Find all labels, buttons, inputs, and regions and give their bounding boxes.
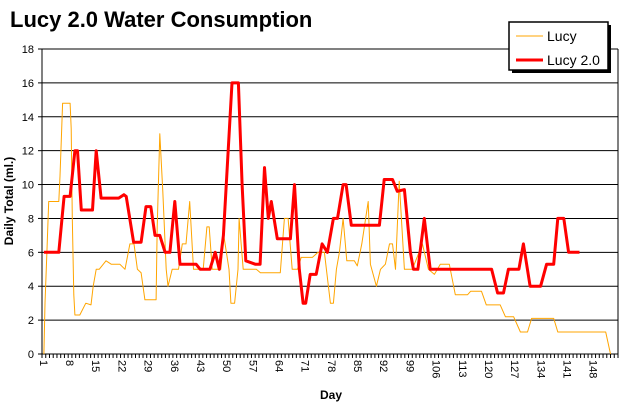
x-tick-label: 64 <box>273 360 285 372</box>
x-tick-label: 22 <box>115 360 127 372</box>
y-tick-label: 18 <box>22 44 34 56</box>
y-tick-label: 10 <box>22 180 34 192</box>
legend-label-lucy: Lucy <box>547 28 577 44</box>
x-tick-label: 113 <box>456 360 468 378</box>
y-tick-label: 2 <box>28 315 34 327</box>
x-tick-label: 78 <box>325 360 337 372</box>
y-tick-label: 6 <box>28 247 34 259</box>
y-tick-label: 14 <box>22 112 34 124</box>
x-tick-label: 71 <box>299 360 311 372</box>
x-tick-label: 1 <box>37 360 49 366</box>
y-tick-label: 0 <box>28 349 34 361</box>
x-tick-label: 50 <box>220 360 232 372</box>
legend-label-lucy-2: Lucy 2.0 <box>547 52 600 68</box>
x-tick-label: 29 <box>142 360 154 372</box>
x-tick-label: 43 <box>194 360 206 372</box>
x-tick-label: 120 <box>482 360 494 378</box>
chart-title: Lucy 2.0 Water Consumption <box>10 7 312 32</box>
y-tick-label: 8 <box>28 213 34 225</box>
x-tick-label: 127 <box>508 360 520 378</box>
x-tick-label: 148 <box>587 360 599 378</box>
x-tick-label: 8 <box>63 360 75 366</box>
series-line-lucy-2 <box>43 81 580 305</box>
x-tick-label: 99 <box>403 360 415 372</box>
x-axis-label: Day <box>320 388 342 402</box>
x-tick-label: 85 <box>351 360 363 372</box>
x-tick-label: 92 <box>377 360 389 372</box>
x-tick-label: 141 <box>561 360 573 378</box>
x-tick-label: 15 <box>89 360 101 372</box>
legend: Lucy Lucy 2.0 <box>508 21 611 73</box>
y-tick-label: 16 <box>22 78 34 90</box>
y-tick-label: 12 <box>22 146 34 158</box>
x-tick-label: 57 <box>246 360 258 372</box>
y-axis-label: Daily Total (ml.) <box>2 157 16 245</box>
series-line-lucy <box>43 102 611 355</box>
x-tick-label: 36 <box>168 360 180 372</box>
x-tick-label: 134 <box>534 360 546 378</box>
x-tick-label: 106 <box>430 360 442 378</box>
y-tick-label: 4 <box>28 281 34 293</box>
legend-box <box>508 21 609 71</box>
